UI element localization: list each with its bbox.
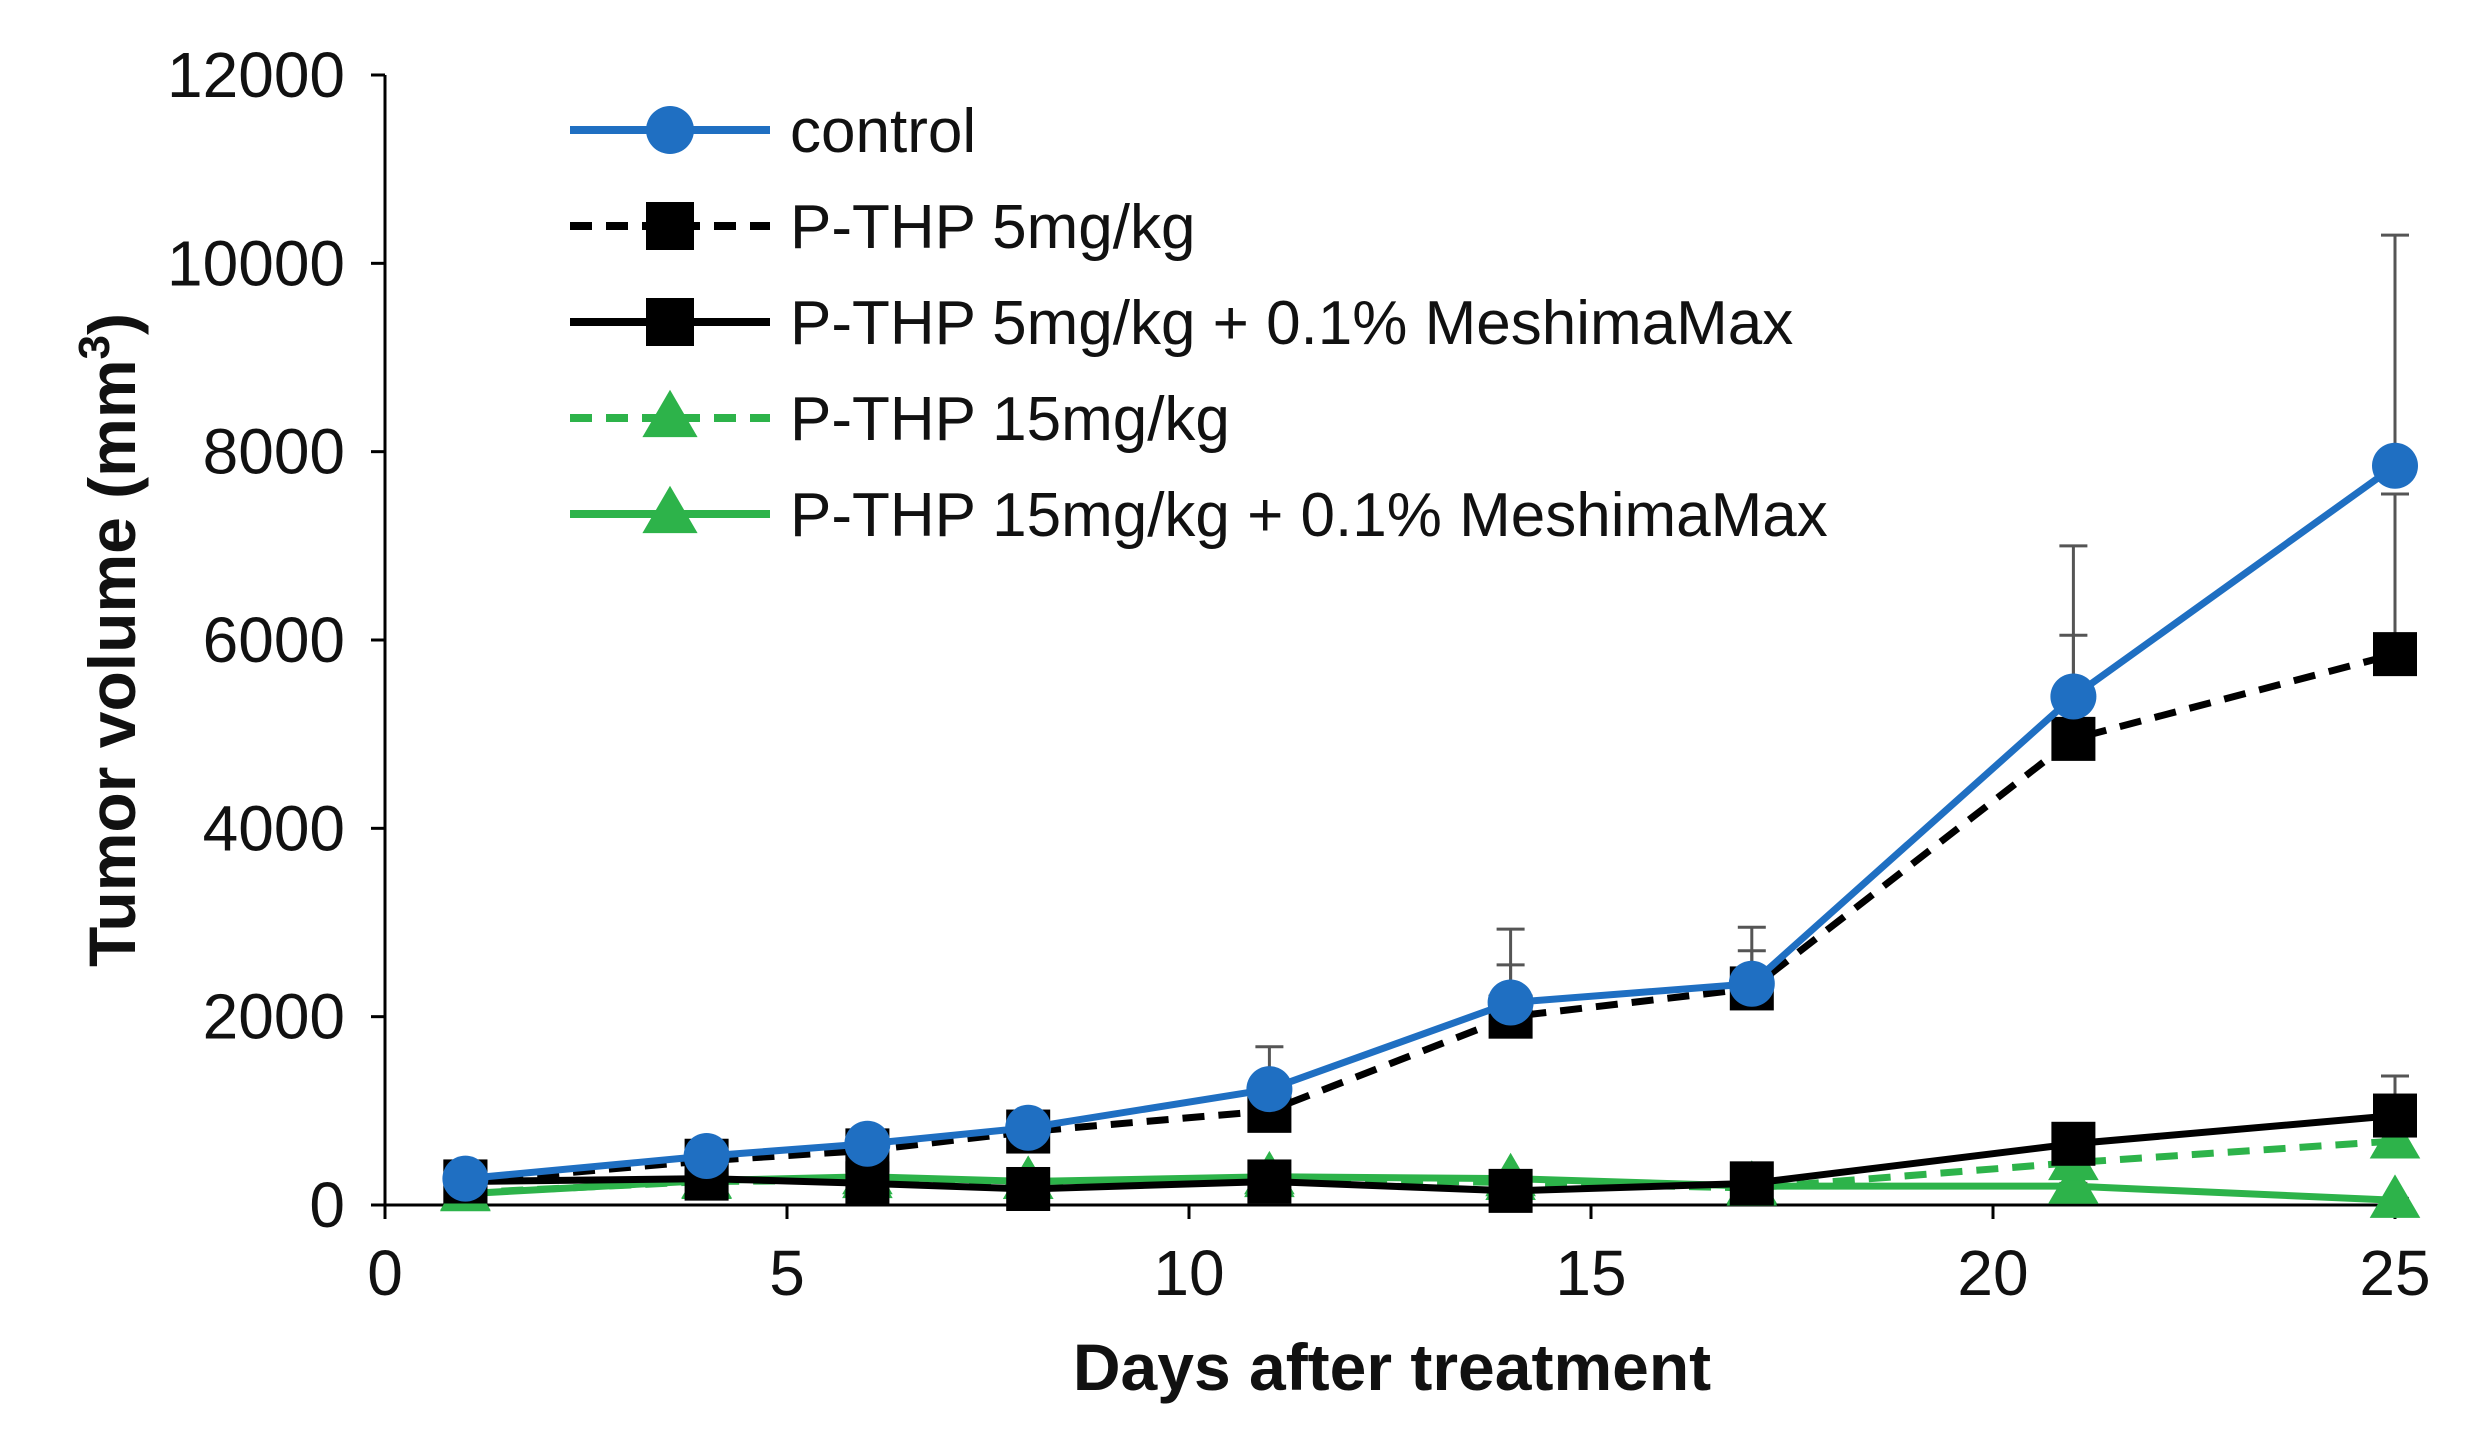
data-point-1 <box>2373 632 2417 677</box>
data-point-1 <box>2051 716 2096 761</box>
error-bars-layer <box>451 233 2409 1201</box>
legend-marker-4 <box>642 485 698 534</box>
data-point-0 <box>2050 673 2097 720</box>
legend-marker-0 <box>646 106 694 154</box>
series-line-0 <box>465 462 2398 1183</box>
data-point-0 <box>1005 1104 1052 1151</box>
x-tick-label: 5 <box>769 1237 805 1309</box>
data-point-0 <box>1246 1066 1293 1113</box>
x-tick-label: 15 <box>1555 1237 1626 1309</box>
data-point-0 <box>1487 979 1534 1026</box>
y-axis-title-close: ) <box>75 313 149 335</box>
data-point-2 <box>1488 1168 1533 1213</box>
x-tick-label: 10 <box>1153 1237 1224 1309</box>
legend-label-0: control <box>790 97 976 166</box>
y-tick-label: 8000 <box>203 416 345 488</box>
data-point-4 <box>2369 1174 2421 1218</box>
data-point-2 <box>1729 1161 1774 1206</box>
series-layer <box>440 442 2421 1218</box>
data-point-2 <box>1006 1166 1051 1211</box>
y-tick-label: 10000 <box>167 227 345 299</box>
x-tick-label: 0 <box>367 1237 403 1309</box>
series-line-1 <box>465 650 2396 1185</box>
y-axis-title: Tumor volume (mm3) <box>70 313 149 967</box>
data-point-0 <box>442 1155 489 1202</box>
legend-label-2: P-THP 5mg/kg + 0.1% MeshimaMax <box>790 289 1793 358</box>
data-point-4 <box>2048 1160 2099 1204</box>
x-axis-title: Days after treatment <box>1073 1330 1711 1404</box>
y-tick-label: 0 <box>309 1169 345 1241</box>
y-tick-label: 12000 <box>167 39 345 111</box>
axes-layer: 0 5 10 15 20 25 0 2000 4000 6000 8000 10000 12000 <box>167 39 2431 1309</box>
y-axis-title-sup: 3 <box>70 335 119 359</box>
legend-label-1: P-THP 5mg/kg <box>790 193 1195 262</box>
legend-label-4: P-THP 15mg/kg + 0.1% MeshimaMax <box>790 481 1828 550</box>
y-tick-label: 2000 <box>203 981 345 1053</box>
data-point-0 <box>1728 960 1775 1007</box>
data-point-0 <box>683 1133 730 1180</box>
data-point-2 <box>2051 1121 2096 1166</box>
x-tick-label: 25 <box>2359 1237 2430 1309</box>
y-axis-title-text: Tumor volume (mm <box>75 359 149 967</box>
data-point-2 <box>2373 1093 2417 1138</box>
data-point-0 <box>844 1120 891 1167</box>
data-point-0 <box>2372 442 2418 489</box>
data-point-2 <box>1247 1159 1292 1204</box>
legend-marker-1 <box>646 202 694 250</box>
legend-label-3: P-THP 15mg/kg <box>790 385 1230 454</box>
x-tick-label: 20 <box>1957 1237 2028 1309</box>
legend: control P-THP 5mg/kg P-THP 5mg/kg + 0.1% M… <box>570 97 1828 550</box>
y-tick-label: 6000 <box>203 604 345 676</box>
legend-marker-2 <box>646 298 694 346</box>
legend-marker-3 <box>642 389 698 438</box>
y-tick-label: 4000 <box>203 792 345 864</box>
